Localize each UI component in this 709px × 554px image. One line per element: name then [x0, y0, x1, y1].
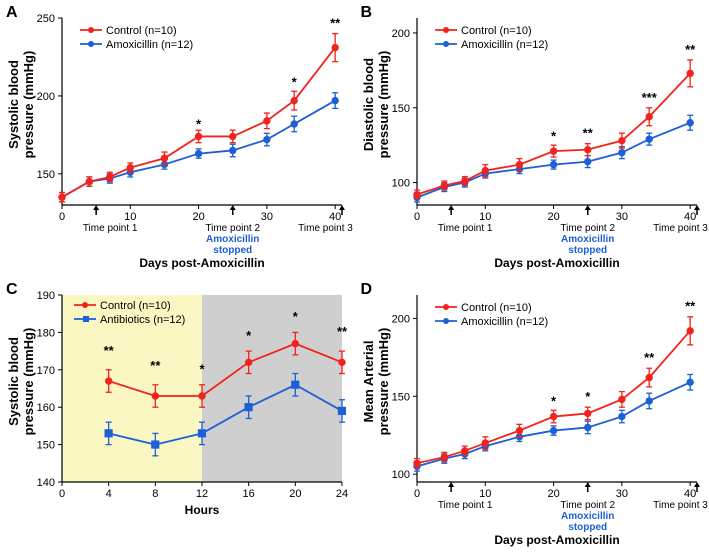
svg-text:stopped: stopped [213, 245, 252, 256]
svg-text:200: 200 [391, 28, 409, 40]
svg-text:Time point 1: Time point 1 [83, 223, 138, 234]
svg-text:20: 20 [547, 211, 559, 223]
svg-text:**: ** [644, 350, 655, 365]
svg-text:Amoxicillin: Amoxicillin [561, 234, 614, 245]
svg-text:Amoxicillin (n=12): Amoxicillin (n=12) [461, 39, 548, 51]
svg-text:160: 160 [37, 402, 55, 414]
svg-text:Hours: Hours [185, 503, 220, 517]
svg-text:170: 170 [37, 365, 55, 377]
svg-text:0: 0 [413, 488, 419, 500]
svg-text:pressure (mmHg): pressure (mmHg) [21, 328, 36, 436]
svg-text:180: 180 [37, 327, 55, 339]
svg-text:0: 0 [59, 488, 65, 500]
svg-text:Days post-Amoxicillin: Days post-Amoxicillin [139, 256, 264, 270]
svg-text:Time point 3: Time point 3 [298, 223, 353, 234]
svg-text:Amoxicillin: Amoxicillin [206, 234, 259, 245]
svg-text:200: 200 [37, 91, 55, 103]
svg-text:100: 100 [391, 469, 409, 481]
svg-text:Time point 3: Time point 3 [653, 500, 708, 511]
svg-text:20: 20 [547, 488, 559, 500]
svg-text:Systolic blood: Systolic blood [6, 337, 21, 426]
svg-text:Amoxicillin (n=12): Amoxicillin (n=12) [461, 316, 548, 328]
svg-text:150: 150 [391, 391, 409, 403]
svg-text:Systolic blood: Systolic blood [6, 60, 21, 149]
svg-text:40: 40 [329, 211, 341, 223]
svg-text:pressure (mmHg): pressure (mmHg) [376, 51, 391, 159]
svg-text:pressure (mmHg): pressure (mmHg) [21, 51, 36, 159]
svg-text:Time point 1: Time point 1 [437, 223, 492, 234]
svg-text:40: 40 [684, 211, 696, 223]
svg-text:Control (n=10): Control (n=10) [461, 302, 532, 314]
panel-c-letter: C [6, 281, 18, 299]
panel-b: B 100 150 200 0 10 20 30 40 Diastolic bloodpress… [355, 0, 709, 277]
svg-text:Control (n=10): Control (n=10) [461, 25, 532, 37]
svg-text:250: 250 [37, 13, 55, 25]
svg-text:Amoxicillin: Amoxicillin [561, 511, 614, 522]
svg-text:24: 24 [336, 488, 348, 500]
panel-c: C 140 150 160 170 180 190 0 4 8 12 16 20 24 Systolic … [0, 277, 355, 554]
svg-text:150: 150 [391, 103, 409, 115]
panel-a: A 150 200 250 0 10 20 30 40 Systolic bloodpressu… [0, 0, 355, 277]
svg-text:Mean Arterial: Mean Arterial [361, 341, 376, 423]
svg-text:*: * [551, 394, 557, 409]
svg-text:Time point 2: Time point 2 [560, 500, 615, 511]
panel-a-letter: A [6, 4, 18, 22]
svg-text:stopped: stopped [568, 245, 607, 256]
svg-text:Time point 1: Time point 1 [437, 500, 492, 511]
svg-text:30: 30 [615, 488, 627, 500]
svg-text:140: 140 [37, 477, 55, 489]
svg-text:**: ** [685, 42, 696, 57]
svg-text:***: *** [641, 90, 657, 105]
svg-text:20: 20 [192, 211, 204, 223]
svg-text:Antibiotics (n=12): Antibiotics (n=12) [100, 314, 185, 326]
svg-text:190: 190 [37, 290, 55, 302]
svg-text:Time point 2: Time point 2 [205, 223, 260, 234]
svg-text:0: 0 [59, 211, 65, 223]
svg-text:**: ** [337, 324, 348, 339]
svg-text:12: 12 [196, 488, 208, 500]
svg-text:*: * [551, 129, 557, 144]
panel-d-letter: D [361, 281, 373, 299]
svg-text:10: 10 [479, 211, 491, 223]
svg-text:Days post-Amoxicillin: Days post-Amoxicillin [494, 533, 619, 547]
svg-text:30: 30 [261, 211, 273, 223]
svg-text:10: 10 [479, 488, 491, 500]
svg-text:100: 100 [391, 178, 409, 190]
svg-text:Days post-Amoxicillin: Days post-Amoxicillin [494, 256, 619, 270]
svg-text:10: 10 [124, 211, 136, 223]
svg-text:Control (n=10): Control (n=10) [106, 25, 177, 37]
svg-text:30: 30 [615, 211, 627, 223]
svg-text:4: 4 [106, 488, 112, 500]
svg-text:20: 20 [289, 488, 301, 500]
svg-text:**: ** [104, 343, 115, 358]
svg-text:pressure (mmHg): pressure (mmHg) [376, 328, 391, 436]
panel-d: D 100 150 200 0 10 20 30 40 Mean Arterialpressur… [355, 277, 709, 554]
svg-text:Control (n=10): Control (n=10) [100, 300, 171, 312]
svg-text:0: 0 [413, 211, 419, 223]
svg-text:200: 200 [391, 313, 409, 325]
svg-text:stopped: stopped [568, 522, 607, 533]
svg-text:40: 40 [684, 488, 696, 500]
svg-text:**: ** [582, 126, 593, 141]
svg-text:**: ** [150, 358, 161, 373]
svg-text:Amoxicillin (n=12): Amoxicillin (n=12) [106, 39, 193, 51]
svg-text:Diastolic blood: Diastolic blood [361, 58, 376, 151]
svg-text:150: 150 [37, 440, 55, 452]
panel-b-letter: B [361, 4, 373, 22]
svg-text:16: 16 [243, 488, 255, 500]
svg-text:**: ** [685, 299, 696, 314]
svg-text:Time point 3: Time point 3 [653, 223, 708, 234]
svg-text:**: ** [330, 15, 341, 30]
svg-text:*: * [292, 75, 298, 90]
svg-text:*: * [585, 389, 591, 404]
svg-text:8: 8 [152, 488, 158, 500]
svg-text:150: 150 [37, 169, 55, 181]
svg-text:Time point 2: Time point 2 [560, 223, 615, 234]
svg-text:*: * [196, 117, 202, 132]
